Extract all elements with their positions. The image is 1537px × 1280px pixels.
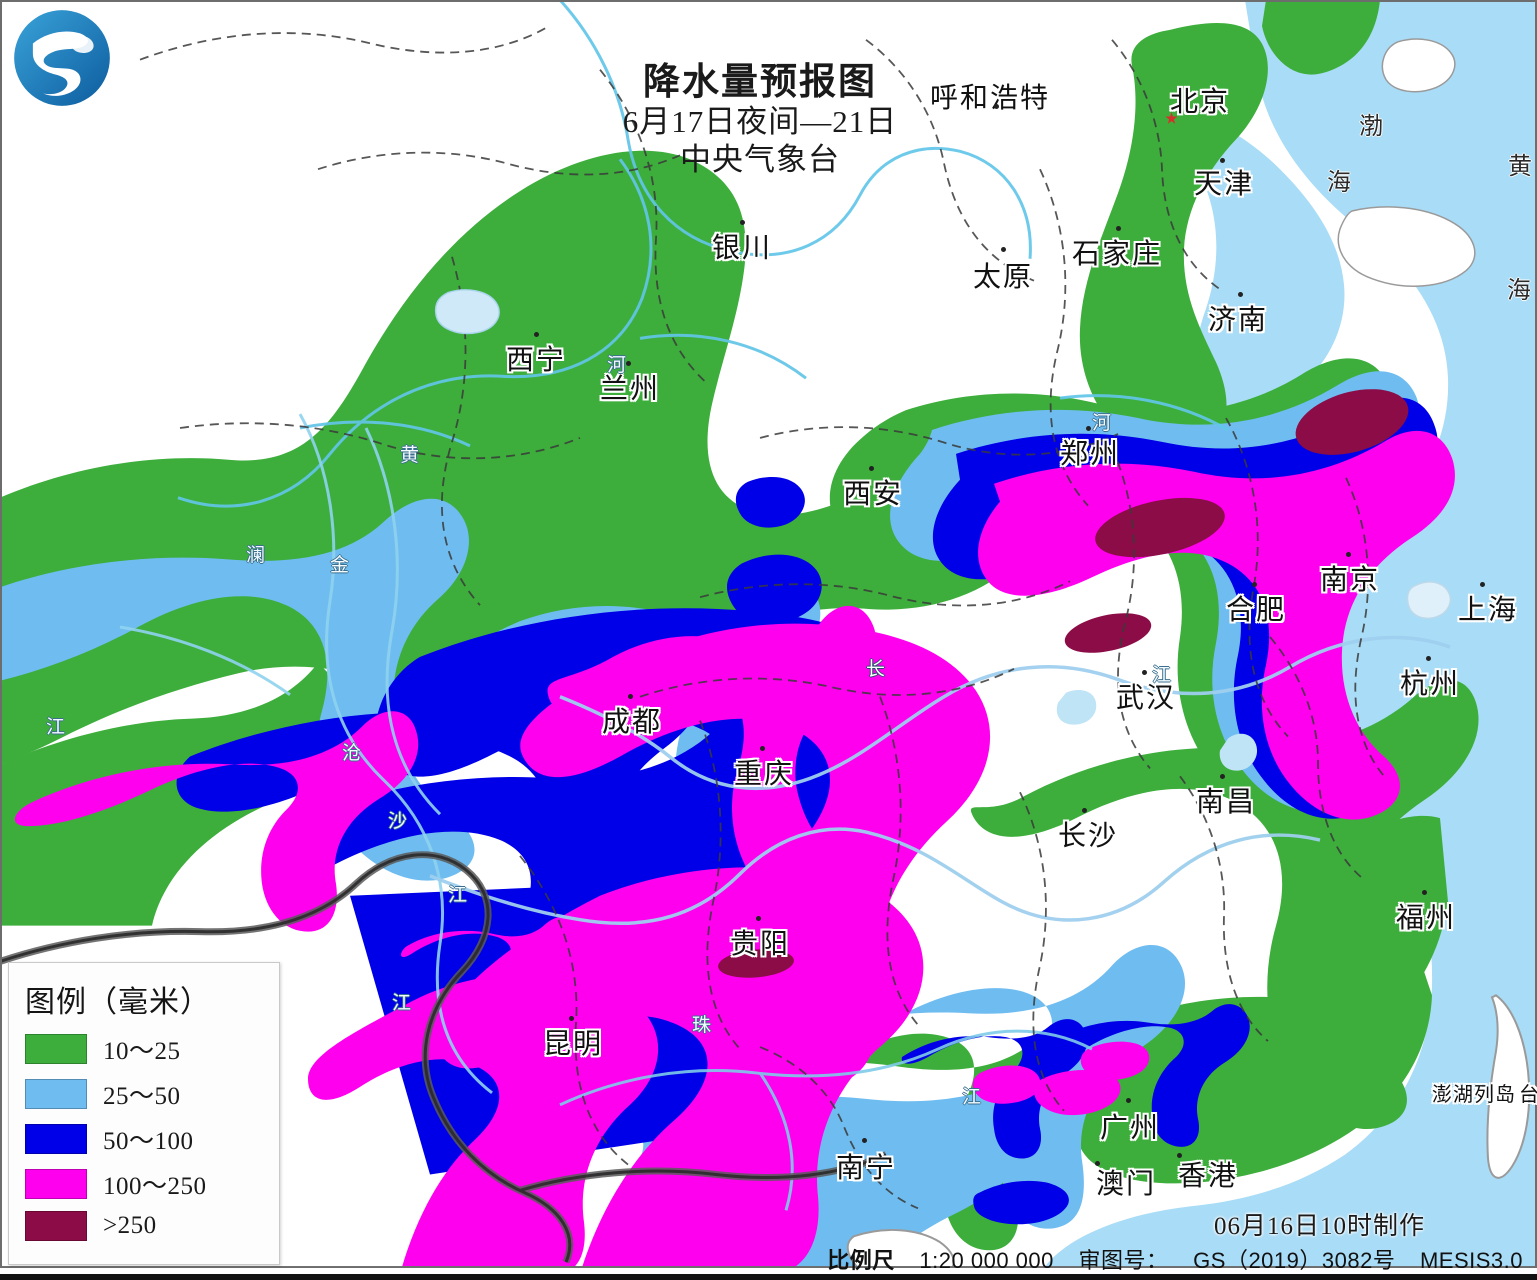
legend-row: 50～100 <box>25 1121 265 1157</box>
scale-label: 比例尺 <box>827 1248 895 1273</box>
legend-title: 图例（毫米） <box>25 986 211 1019</box>
city-dot-icon <box>1422 890 1427 895</box>
taiwan-island <box>1486 994 1531 1179</box>
liaodong-peninsula <box>1381 38 1456 93</box>
city-dot-icon <box>1095 1161 1100 1166</box>
city-dot-icon <box>1082 808 1087 813</box>
precip-core-hubei <box>1095 497 1225 558</box>
precip-band-gt250 <box>718 389 1409 978</box>
scale-value: 1:20 000 000 <box>919 1248 1054 1273</box>
city-dot-icon <box>628 694 633 699</box>
legend-row: 100～250 <box>25 1166 265 1202</box>
legend-label: 50～100 <box>103 1128 194 1155</box>
legend-swatch <box>25 1079 87 1109</box>
legend-swatch <box>25 1169 87 1199</box>
system-version: MESIS3.0 <box>1419 1248 1523 1273</box>
city-dot-icon <box>1220 774 1225 779</box>
city-dot-icon <box>534 332 539 337</box>
precip-band-100-250 <box>14 430 1455 1269</box>
city-dot-icon <box>756 916 761 921</box>
legend-label: >250 <box>103 1212 157 1239</box>
pearl-river-line <box>559 1029 1093 1211</box>
map-footer-bar: 比例尺 1:20 000 000 审图号： GS（2019）3082号 MESI… <box>0 1243 1537 1274</box>
city-dot-icon <box>1426 656 1431 661</box>
taihu-lake <box>1406 581 1452 620</box>
precip-core-anhui-north <box>1295 389 1409 455</box>
qinghai-lake <box>434 289 500 335</box>
city-dot-icon <box>569 1016 574 1021</box>
province-boundaries <box>139 27 1387 1210</box>
city-dot-icon <box>1001 247 1006 252</box>
poyang-lake <box>1219 733 1258 771</box>
city-dot-icon <box>1177 1153 1182 1158</box>
cma-logo-icon <box>14 10 110 106</box>
city-dot-icon <box>760 746 765 751</box>
city-dot-icon <box>1346 552 1351 557</box>
city-dot-icon <box>1252 582 1257 587</box>
legend-swatch <box>25 1124 87 1154</box>
legend-panel: 图例（毫米） 10～25 25～50 50～100 100～250 >250 <box>8 962 280 1265</box>
legend-label: 100～250 <box>103 1173 207 1200</box>
capital-star-icon <box>1165 112 1178 124</box>
city-dot-icon <box>626 361 631 366</box>
river-lines-sw <box>119 413 493 1095</box>
review-value: GS（2019）3082号 <box>1193 1248 1396 1273</box>
shandong-peninsula <box>1337 206 1476 287</box>
production-time: 06月16日10时制作 <box>1213 1213 1425 1240</box>
city-dot-icon <box>1086 426 1091 431</box>
city-dot-icon <box>1126 1098 1131 1103</box>
city-dot-icon <box>1220 158 1225 163</box>
national-border-inner <box>0 853 887 1263</box>
dongting-lake <box>1056 689 1097 725</box>
review-label: 审图号： <box>1078 1248 1169 1273</box>
precip-core-hunan <box>1064 613 1152 653</box>
legend-label: 10～25 <box>103 1038 181 1065</box>
legend-row: 25～50 <box>25 1076 265 1112</box>
city-dot-icon <box>994 104 999 109</box>
legend-swatch <box>25 1034 87 1064</box>
river-lines <box>177 0 1229 508</box>
city-dot-icon <box>862 1138 867 1143</box>
legend-swatch <box>25 1211 87 1241</box>
hainan-island <box>846 1228 955 1269</box>
city-dot-icon <box>1142 670 1147 675</box>
city-dot-icon <box>869 466 874 471</box>
legend-row: 10～25 <box>25 1031 265 1067</box>
city-dot-icon <box>740 220 745 225</box>
precip-core-guizhou <box>718 949 794 978</box>
legend-label: 25～50 <box>103 1083 181 1110</box>
city-dot-icon <box>1116 226 1121 231</box>
city-dot-icon <box>1238 292 1243 297</box>
legend-rows: 10～25 25～50 50～100 100～250 >250 <box>23 1031 265 1241</box>
legend-row: >250 <box>25 1211 265 1241</box>
city-dot-icon <box>1480 582 1485 587</box>
